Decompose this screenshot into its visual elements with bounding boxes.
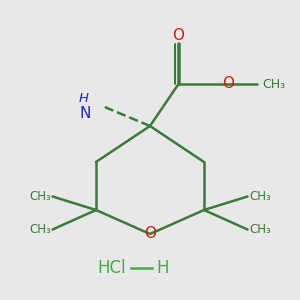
Text: N: N <box>80 106 91 122</box>
Text: CH₃: CH₃ <box>249 190 271 203</box>
Text: H: H <box>156 259 169 277</box>
Text: CH₃: CH₃ <box>29 190 51 203</box>
Text: CH₃: CH₃ <box>262 77 285 91</box>
Text: O: O <box>222 76 234 92</box>
Text: O: O <box>172 28 184 44</box>
Text: CH₃: CH₃ <box>249 223 271 236</box>
Text: HCl: HCl <box>98 259 126 277</box>
Text: O: O <box>144 226 156 242</box>
Text: CH₃: CH₃ <box>29 223 51 236</box>
Text: H: H <box>79 92 89 106</box>
